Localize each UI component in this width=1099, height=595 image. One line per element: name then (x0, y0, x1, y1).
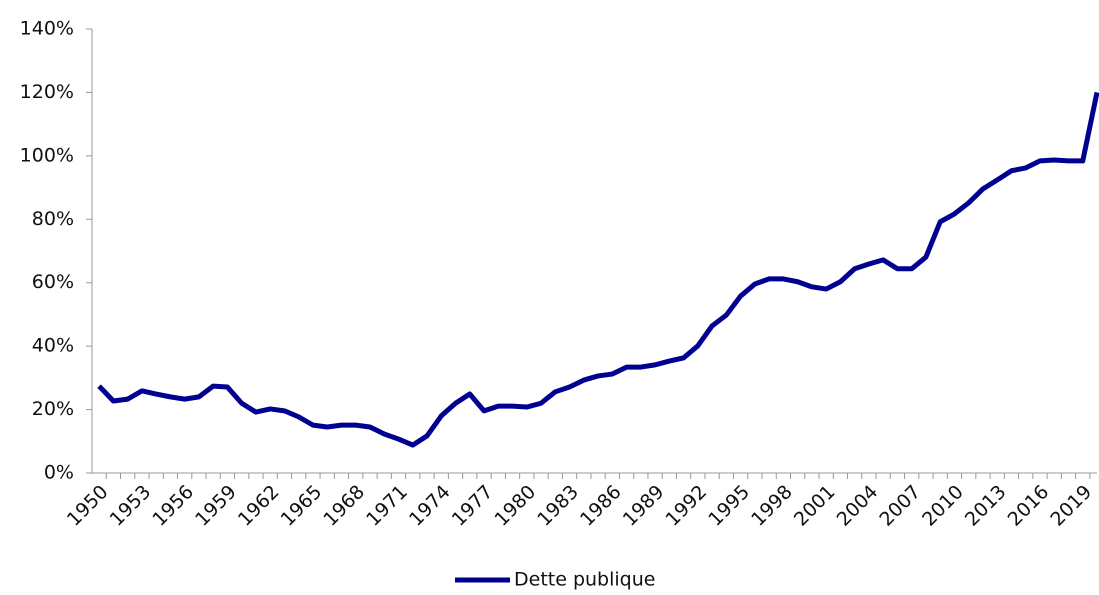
y-tick-label: 140% (20, 18, 74, 40)
x-tick-label: 1971 (362, 481, 412, 531)
x-tick-label: 1959 (191, 481, 241, 531)
x-tick-label: 2001 (790, 481, 840, 531)
x-tick-label: 1965 (277, 481, 327, 531)
x-tick-label: 2007 (875, 481, 925, 531)
x-tick-label: 1980 (490, 481, 540, 531)
x-tick-label: 2010 (918, 481, 968, 531)
x-tick-label: 1998 (747, 481, 797, 531)
y-tick-label: 20% (32, 398, 74, 420)
x-tick-label: 1974 (405, 481, 455, 531)
x-tick-label: 1953 (106, 481, 156, 531)
x-tick-label: 1989 (619, 481, 669, 531)
x-tick-label: 1956 (148, 481, 198, 531)
x-tick-label: 2019 (1046, 481, 1096, 531)
y-tick-label: 60% (32, 271, 74, 293)
line-series (97, 91, 1099, 448)
x-tick-label: 1983 (533, 481, 583, 531)
x-tick-label: 1950 (63, 481, 113, 531)
x-tick-label: 2013 (961, 481, 1011, 531)
y-tick-label: 80% (32, 208, 74, 230)
x-tick-label: 2004 (833, 481, 883, 531)
y-tick-label: 100% (20, 144, 74, 166)
x-tick-label: 1977 (448, 481, 498, 531)
x-tick-label: 2016 (1004, 481, 1054, 531)
x-tick-label: 1986 (576, 481, 626, 531)
y-tick-label: 120% (20, 81, 74, 103)
x-tick-label: 1995 (704, 481, 754, 531)
x-tick-label: 1962 (234, 481, 284, 531)
x-tick-label: 1968 (319, 481, 369, 531)
y-tick-label: 0% (44, 462, 74, 484)
y-tick-label: 40% (32, 335, 74, 357)
legend-label: Dette publique (514, 569, 655, 591)
x-tick-label: 1992 (662, 481, 712, 531)
